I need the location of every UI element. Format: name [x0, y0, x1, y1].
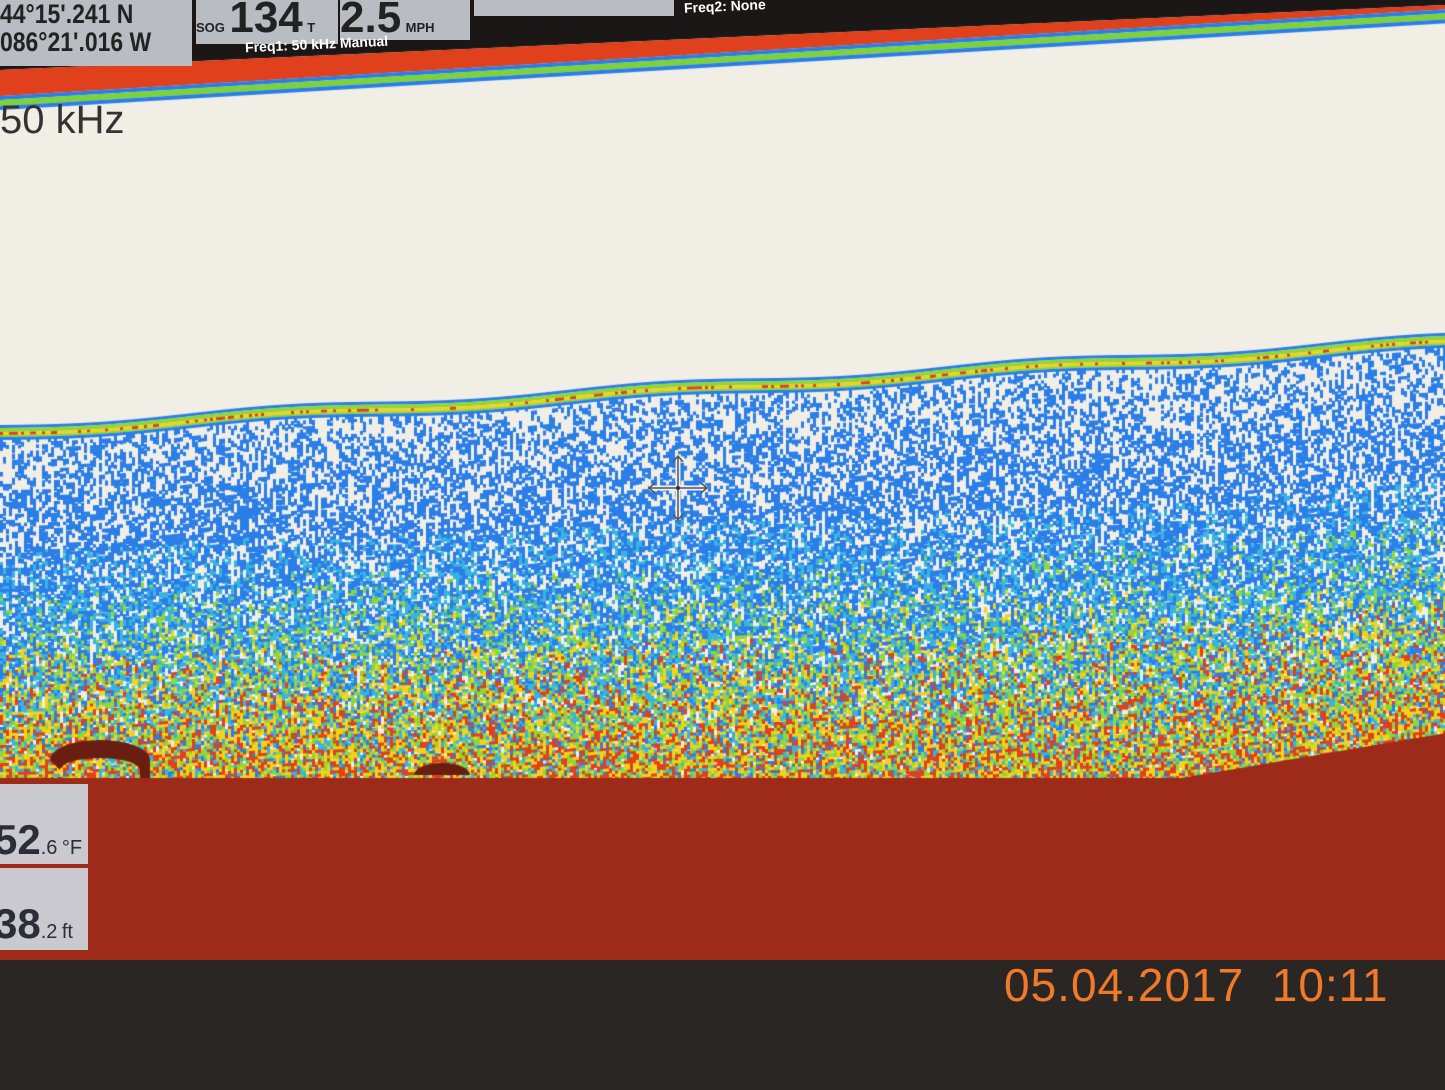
- position-cell: 44°15'.241 N 086°21'.016 W: [0, 0, 192, 66]
- depth-decimal: .2: [40, 921, 58, 943]
- depth-value: 38: [0, 900, 41, 947]
- channel-label: 50 kHz: [0, 98, 125, 142]
- data-cell: [474, 0, 674, 16]
- sog-label: SOG: [196, 20, 225, 35]
- sonar-echogram[interactable]: [0, 0, 1445, 960]
- speed-unit: MPH: [405, 20, 435, 35]
- t-label: T: [307, 20, 316, 35]
- water-temp-decimal: .6: [40, 837, 58, 859]
- depth-unit: ft: [61, 921, 73, 943]
- photo-timestamp: 05.04.2017 10:11: [1004, 959, 1389, 1011]
- header-bar: 44°15'.241 N 086°21'.016 W SOG 134 T 2.5…: [0, 0, 1445, 70]
- speed-cell: 2.5 MPH: [340, 0, 470, 40]
- speed-value: 2.5: [340, 0, 402, 42]
- water-temp-unit: °F: [61, 837, 83, 859]
- depth-panel: 38.2 ft: [0, 868, 88, 950]
- water-temp-value: 52: [0, 816, 41, 863]
- sonar-screen: 44°15'.241 N 086°21'.016 W SOG 134 T 2.5…: [0, 0, 1445, 960]
- latitude: 44°15'.241 N: [0, 0, 134, 29]
- water-temp-panel: 52.6 °F: [0, 784, 88, 864]
- longitude: 086°21'.016 W: [0, 27, 152, 57]
- sog-cell: SOG 134 T: [196, 0, 338, 44]
- sog-value: 134: [229, 0, 303, 42]
- move-crosshair-icon[interactable]: [645, 452, 711, 524]
